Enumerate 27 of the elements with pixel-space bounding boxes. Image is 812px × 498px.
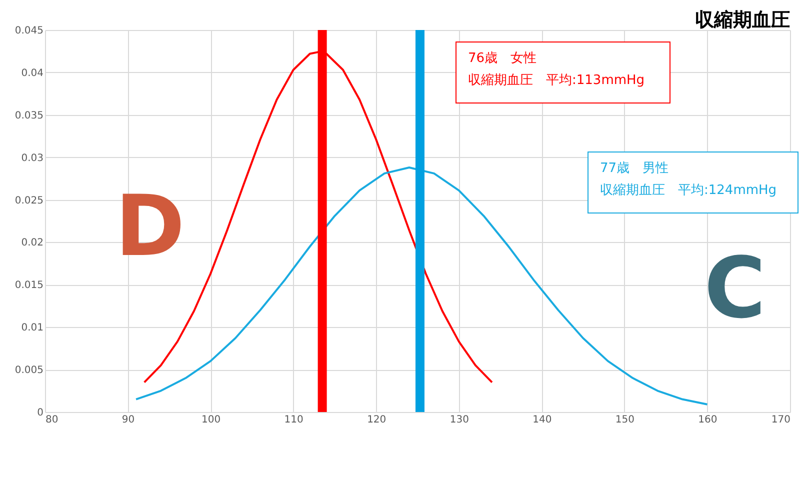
x-tick-label: 170 <box>771 414 790 426</box>
y-tick-label: 0.035 <box>14 110 44 122</box>
x-tick-label: 140 <box>532 414 552 426</box>
annotation: C <box>704 239 766 337</box>
x-tick-label: 150 <box>615 414 634 426</box>
annotation: 76歳 女性 <box>468 51 537 66</box>
y-tick-label: 0.045 <box>14 26 44 36</box>
x-tick-label: 90 <box>122 414 135 426</box>
y-tick-label: 0.005 <box>14 365 44 376</box>
x-tick-label: 130 <box>450 414 469 426</box>
y-tick-label: 0.04 <box>21 68 44 79</box>
x-tick-label: 110 <box>284 414 304 426</box>
y-tick-label: 0.01 <box>21 322 44 334</box>
annotation: 収縮期血圧 平均:124mmHg <box>600 183 777 198</box>
y-tick-label: 0.015 <box>14 280 44 292</box>
x-tick-label: 120 <box>367 414 386 426</box>
y-tick-label: 0 <box>37 408 44 418</box>
y-tick-label: 0.02 <box>21 238 44 249</box>
x-tick-label: 160 <box>698 414 718 426</box>
annotation: 77歳 男性 <box>600 161 669 176</box>
annotation: 収縮期血圧 平均:113mmHg <box>468 73 645 88</box>
annotation: D <box>115 177 185 275</box>
x-tick-label: 100 <box>202 414 221 426</box>
y-tick-label: 0.025 <box>14 195 44 206</box>
chart-title: 収縮期血圧 <box>695 9 790 31</box>
y-tick-label: 0.03 <box>21 152 44 164</box>
x-tick-label: 80 <box>46 414 58 426</box>
